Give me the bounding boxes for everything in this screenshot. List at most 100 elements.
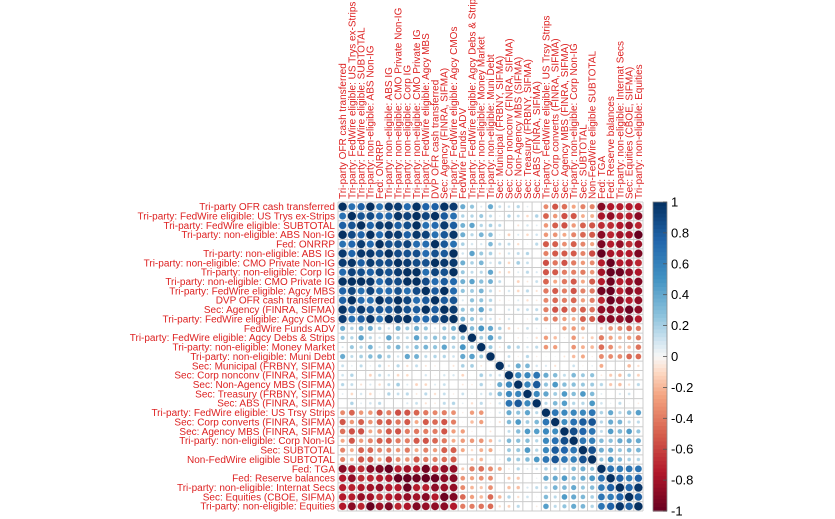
correlation-circle: [421, 268, 430, 277]
correlation-circle: [349, 419, 355, 425]
correlation-circle: [424, 364, 428, 368]
correlation-circle: [497, 335, 502, 340]
correlation-circle: [356, 220, 366, 230]
correlation-circle: [498, 289, 502, 293]
correlation-circle: [349, 401, 354, 406]
correlation-circle: [357, 230, 366, 239]
correlation-circle: [461, 251, 465, 256]
correlation-circle: [551, 250, 559, 257]
correlation-circle: [506, 494, 512, 499]
correlation-circle: [599, 401, 604, 405]
row-label: Tri-party: non-eligible: CMO Private Non…: [144, 258, 336, 269]
correlation-circle: [340, 364, 345, 368]
correlation-circle: [635, 437, 642, 444]
correlation-circle: [413, 325, 420, 332]
correlation-circle: [617, 345, 622, 350]
colorbar-segment: [653, 472, 667, 477]
correlation-circle: [339, 353, 346, 360]
correlation-circle: [562, 232, 567, 238]
correlation-circle: [634, 239, 643, 249]
correlation-circle: [590, 504, 595, 509]
correlation-circle: [412, 286, 421, 296]
correlation-circle: [478, 503, 485, 510]
correlation-circle: [489, 458, 492, 461]
correlation-circle: [367, 446, 374, 454]
correlation-circle: [507, 364, 511, 368]
correlation-circle: [461, 392, 465, 396]
correlation-circle: [571, 354, 576, 359]
correlation-circle: [624, 286, 634, 296]
correlation-circle: [571, 391, 577, 397]
correlation-circle: [387, 373, 391, 377]
correlation-circle: [451, 345, 456, 350]
correlation-circle: [412, 240, 421, 249]
correlation-circle: [525, 251, 530, 256]
correlation-circle: [348, 437, 356, 445]
correlation-circle: [542, 455, 550, 464]
correlation-circle: [356, 211, 366, 221]
correlation-circle: [396, 363, 401, 368]
correlation-circle: [402, 277, 412, 287]
correlation-circle: [636, 382, 641, 387]
correlation-circle: [394, 492, 403, 502]
colorbar-segment: [653, 275, 667, 280]
correlation-circle: [478, 306, 485, 313]
correlation-circle: [430, 286, 440, 296]
correlation-circle: [347, 267, 357, 277]
correlation-circle: [402, 267, 412, 277]
correlation-circle: [561, 221, 568, 229]
correlation-circle: [440, 268, 449, 277]
correlation-circle: [516, 204, 521, 209]
correlation-circle: [459, 203, 466, 210]
correlation-circle: [506, 447, 512, 453]
colorbar-segment: [653, 464, 667, 470]
correlation-circle: [542, 268, 550, 276]
correlation-circle: [404, 437, 411, 444]
correlation-circle: [366, 464, 375, 474]
correlation-circle: [347, 221, 357, 230]
colorbar-segment: [653, 298, 667, 304]
correlation-circle: [551, 455, 560, 464]
correlation-circle: [432, 456, 438, 463]
correlation-circle: [569, 427, 578, 436]
colorbar-segment: [653, 429, 667, 435]
correlation-circle: [561, 306, 568, 314]
correlation-circle: [338, 305, 348, 315]
correlation-circle: [561, 418, 568, 426]
correlation-circle: [608, 438, 614, 444]
correlation-circle: [542, 418, 550, 426]
correlation-circle: [532, 380, 541, 389]
correlation-circle: [498, 458, 501, 461]
correlation-circle: [580, 326, 586, 331]
correlation-circle: [403, 202, 412, 211]
correlation-circle: [561, 297, 568, 304]
correlation-circle: [375, 483, 384, 492]
correlation-circle: [338, 492, 347, 501]
correlation-circle: [449, 464, 458, 474]
correlation-circle: [449, 287, 458, 295]
correlation-circle: [534, 317, 539, 322]
correlation-circle: [440, 483, 449, 492]
correlation-circle: [487, 475, 494, 481]
correlation-circle: [515, 457, 521, 462]
column-label: Sec: Agency (FINRA, SIFMA): [440, 68, 451, 199]
correlation-circle: [487, 241, 494, 247]
correlation-circle: [469, 204, 475, 210]
correlation-circle: [633, 230, 643, 240]
correlation-circle: [570, 259, 577, 266]
correlation-circle: [580, 466, 586, 472]
colorbar-segment: [653, 310, 667, 315]
correlation-circle: [591, 355, 594, 358]
correlation-circle: [588, 278, 596, 285]
correlation-circle: [505, 381, 513, 389]
correlation-circle: [450, 446, 457, 454]
correlation-circle: [403, 305, 412, 314]
correlation-circle: [534, 242, 539, 247]
correlation-circle: [449, 258, 458, 268]
correlation-circle: [378, 336, 382, 340]
row-label: Tri-party: non-eligible: Muni Debt: [190, 352, 335, 363]
colorbar-tick-label: 0.4: [671, 287, 689, 302]
correlation-circle: [515, 428, 521, 434]
column-label: DVP OFR cash transferred: [430, 80, 441, 199]
correlation-circle: [378, 393, 381, 395]
